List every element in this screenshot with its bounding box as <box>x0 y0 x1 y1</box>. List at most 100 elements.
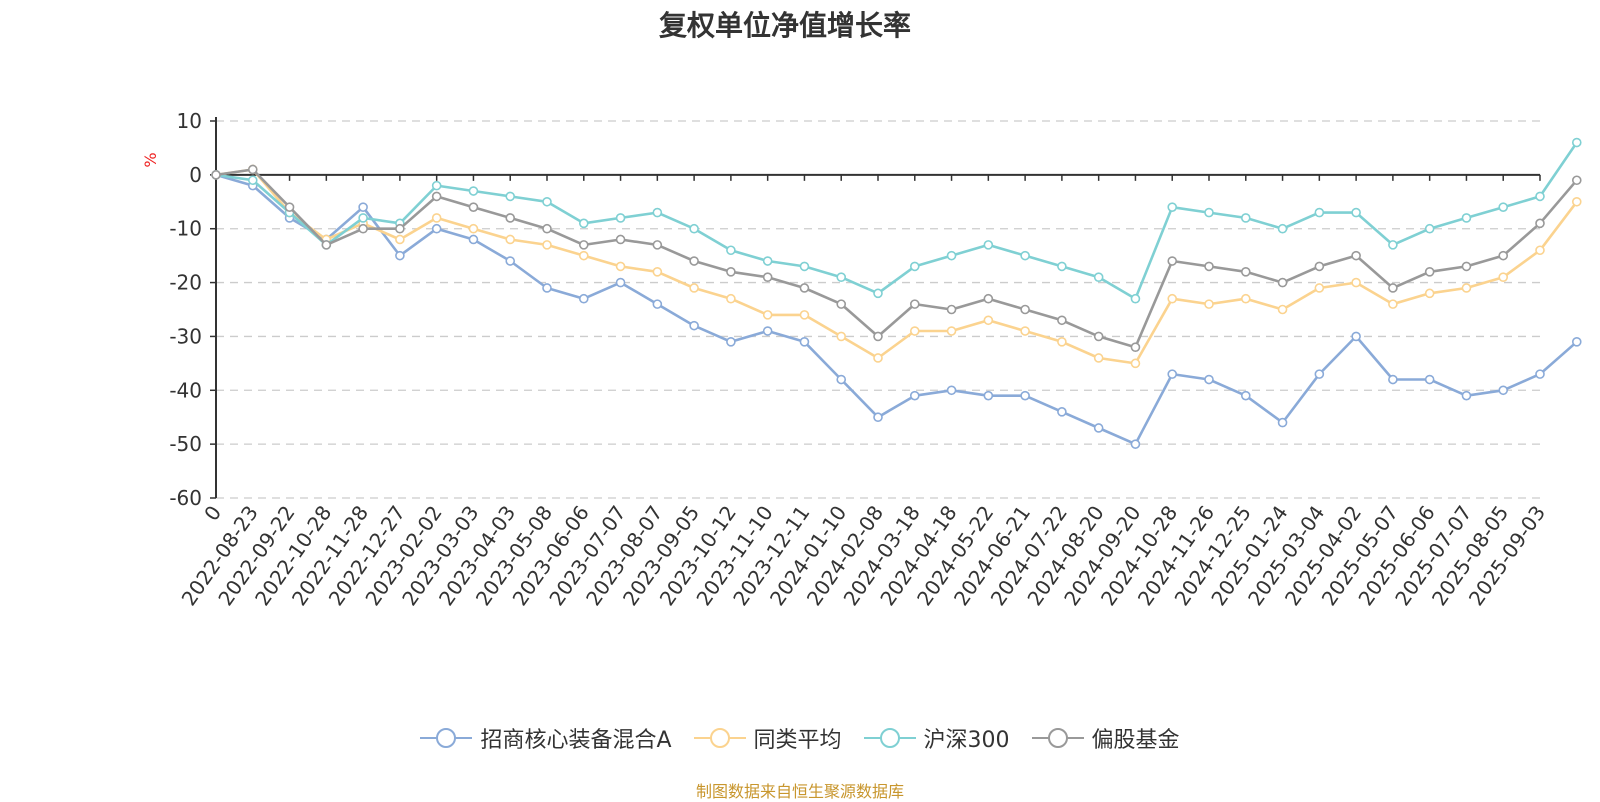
data-point <box>1351 250 1361 261</box>
series-layer <box>211 137 1582 449</box>
legend-item[interactable]: 招商核心装备混合A <box>420 722 672 754</box>
data-point <box>1093 353 1104 363</box>
data-point <box>211 170 221 180</box>
data-point <box>909 261 920 272</box>
legend-label: 偏股基金 <box>1091 728 1180 753</box>
data-point <box>946 326 957 336</box>
data-point <box>1424 374 1435 385</box>
data-point <box>726 245 736 256</box>
series-line <box>215 141 1578 301</box>
data-point <box>1461 261 1472 272</box>
series-line <box>215 168 1578 349</box>
x-tick-label: 0 <box>199 501 226 525</box>
data-point <box>1351 207 1361 218</box>
y-tick-label: 10 <box>177 109 202 133</box>
series-line <box>215 173 1578 446</box>
data-point <box>1314 207 1325 218</box>
chart-title: 复权单位净值增长率 <box>658 9 911 42</box>
data-point <box>909 326 920 336</box>
data-point <box>284 202 295 212</box>
data-point <box>1167 293 1178 304</box>
data-point <box>726 266 736 277</box>
series-line <box>215 168 1578 365</box>
y-tick-label: -40 <box>169 378 202 402</box>
y-tick-label: -50 <box>169 432 202 456</box>
legend-swatch-icon <box>693 728 746 748</box>
data-point <box>1204 374 1214 385</box>
series-4 <box>211 164 1582 353</box>
data-point <box>652 240 663 250</box>
data-point <box>1167 202 1178 212</box>
data-point <box>1314 261 1325 272</box>
data-point <box>1130 358 1141 369</box>
data-point <box>1535 245 1545 256</box>
data-point <box>578 250 589 261</box>
legend-label: 招商核心装备混合A <box>480 728 672 753</box>
data-point <box>1424 223 1435 234</box>
data-point <box>836 374 847 385</box>
y-tick-label: 0 <box>189 163 202 187</box>
data-point <box>1498 202 1509 212</box>
data-point <box>983 315 994 326</box>
data-point <box>726 293 736 304</box>
data-point <box>1020 326 1030 336</box>
data-point <box>799 310 810 320</box>
data-point <box>1388 240 1398 250</box>
data-point <box>1277 304 1288 315</box>
data-point <box>689 256 699 266</box>
data-source-footer: 制图数据来自恒生聚源数据库 <box>695 782 904 801</box>
data-point <box>1351 331 1361 342</box>
data-point <box>836 272 847 282</box>
data-point <box>321 240 332 250</box>
data-point <box>983 240 994 250</box>
data-point <box>247 164 258 175</box>
data-point <box>799 261 810 272</box>
data-point <box>1240 213 1251 223</box>
data-point <box>431 213 442 223</box>
data-point <box>762 310 773 320</box>
data-point <box>946 385 957 396</box>
data-point <box>983 390 994 401</box>
data-point <box>873 288 883 299</box>
data-point <box>1498 250 1509 261</box>
data-point <box>468 234 479 245</box>
legend-item[interactable]: 偏股基金 <box>1031 722 1180 754</box>
data-point <box>1020 390 1030 401</box>
data-point <box>1535 218 1545 229</box>
data-point <box>1204 299 1214 309</box>
data-point <box>1093 272 1104 282</box>
data-point <box>652 266 663 277</box>
data-point <box>1351 277 1361 288</box>
data-point <box>431 223 442 234</box>
y-tick-label: -20 <box>169 271 202 295</box>
data-point <box>1277 223 1288 234</box>
tick-layer: 100-10-20-30-40-50-6002022-08-232022-09-… <box>169 109 1550 610</box>
data-point <box>578 293 589 304</box>
data-point <box>1424 266 1435 277</box>
data-point <box>615 261 626 272</box>
data-point <box>946 304 957 315</box>
data-point <box>1461 390 1472 401</box>
data-point <box>1057 261 1067 272</box>
data-point <box>578 240 589 250</box>
y-tick-label: -10 <box>169 217 202 241</box>
data-point <box>762 326 773 336</box>
legend-swatch-icon <box>420 728 473 748</box>
data-point <box>689 283 699 293</box>
data-point <box>1240 266 1251 277</box>
data-point <box>1057 315 1067 326</box>
data-point <box>1388 299 1398 309</box>
legend-item[interactable]: 同类平均 <box>693 722 842 754</box>
data-point <box>542 240 552 250</box>
legend-item[interactable]: 沪深300 <box>863 722 1010 754</box>
data-point <box>542 223 552 234</box>
data-point <box>1571 337 1582 347</box>
legend-label: 同类平均 <box>753 728 842 753</box>
series-1 <box>211 170 1582 449</box>
axis-layer <box>210 117 1541 499</box>
data-point <box>578 218 589 229</box>
data-point <box>1388 374 1398 385</box>
data-point <box>1130 439 1141 449</box>
data-point <box>836 299 847 309</box>
data-point <box>395 223 405 234</box>
